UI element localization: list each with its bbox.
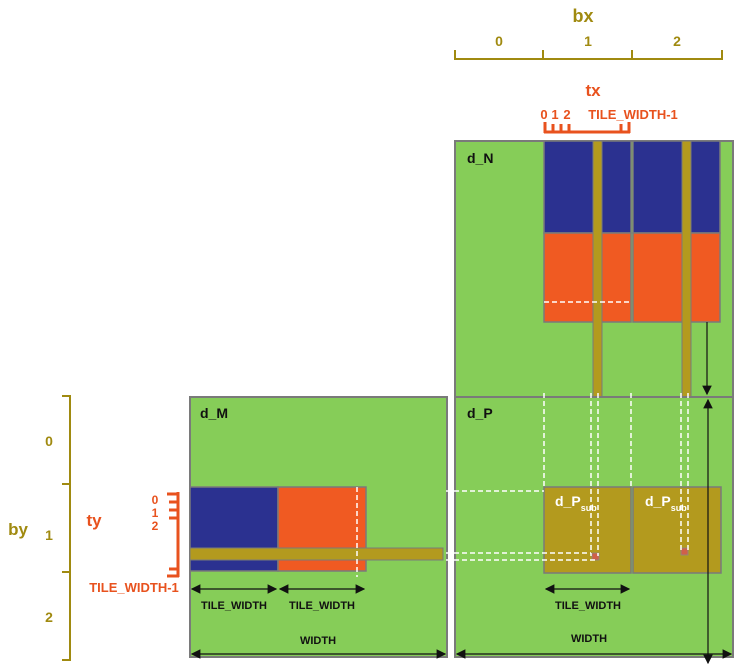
n-tile-blue-2 [632, 140, 721, 234]
by-bracket [62, 395, 71, 661]
p-tile-width-label: TILE_WIDTH [555, 600, 621, 612]
p-element-2 [680, 547, 689, 556]
by-index-0: 0 [45, 433, 53, 449]
matrix-m-label: d_M [200, 405, 228, 421]
n-tile-blue-1 [543, 140, 632, 234]
m-width-label: WIDTH [300, 635, 336, 647]
tx-index-2: 2 [563, 107, 570, 122]
m-tile-width-label-2: TILE_WIDTH [289, 600, 355, 612]
bx-index-2: 2 [673, 33, 681, 49]
tx-index-last: TILE_WIDTH-1 [588, 107, 678, 122]
tx-title: tx [585, 81, 601, 100]
p-width-label: WIDTH [571, 633, 607, 645]
bx-bracket [454, 50, 723, 60]
matrix-n-label: d_N [467, 150, 493, 166]
ty-bracket [167, 492, 180, 578]
n-column-strip-2 [681, 140, 692, 398]
n-tile-orange-2 [632, 232, 721, 323]
ty-index-last: TILE_WIDTH-1 [89, 580, 179, 595]
n-tile-orange-1 [543, 232, 632, 323]
by-index-2: 2 [45, 609, 53, 625]
ty-title: ty [86, 511, 102, 530]
tx-index-1: 1 [551, 107, 558, 122]
m-tile-width-label-1: TILE_WIDTH [201, 600, 267, 612]
by-title: by [8, 520, 28, 539]
bx-index-1: 1 [584, 33, 592, 49]
bx-index-0: 0 [495, 33, 503, 49]
tx-bracket [543, 122, 631, 134]
tx-index-0: 0 [540, 107, 547, 122]
p-sub-2-label: d_Psub [645, 493, 687, 513]
m-row-strip [189, 547, 444, 561]
p-sub-1-label: d_Psub [555, 493, 597, 513]
p-element-1 [591, 552, 600, 561]
matrix-p-label: d_P [467, 405, 493, 421]
dimension-arrows [190, 322, 733, 665]
p-sub-tile-1 [543, 486, 632, 574]
n-column-strip-1 [592, 140, 603, 398]
ty-index-2: 2 [152, 519, 159, 533]
dashed-guides [446, 393, 689, 561]
by-index-1: 1 [45, 527, 53, 543]
bx-title: bx [572, 6, 593, 26]
ty-index-0: 0 [152, 493, 159, 507]
ty-index-1: 1 [152, 506, 159, 520]
